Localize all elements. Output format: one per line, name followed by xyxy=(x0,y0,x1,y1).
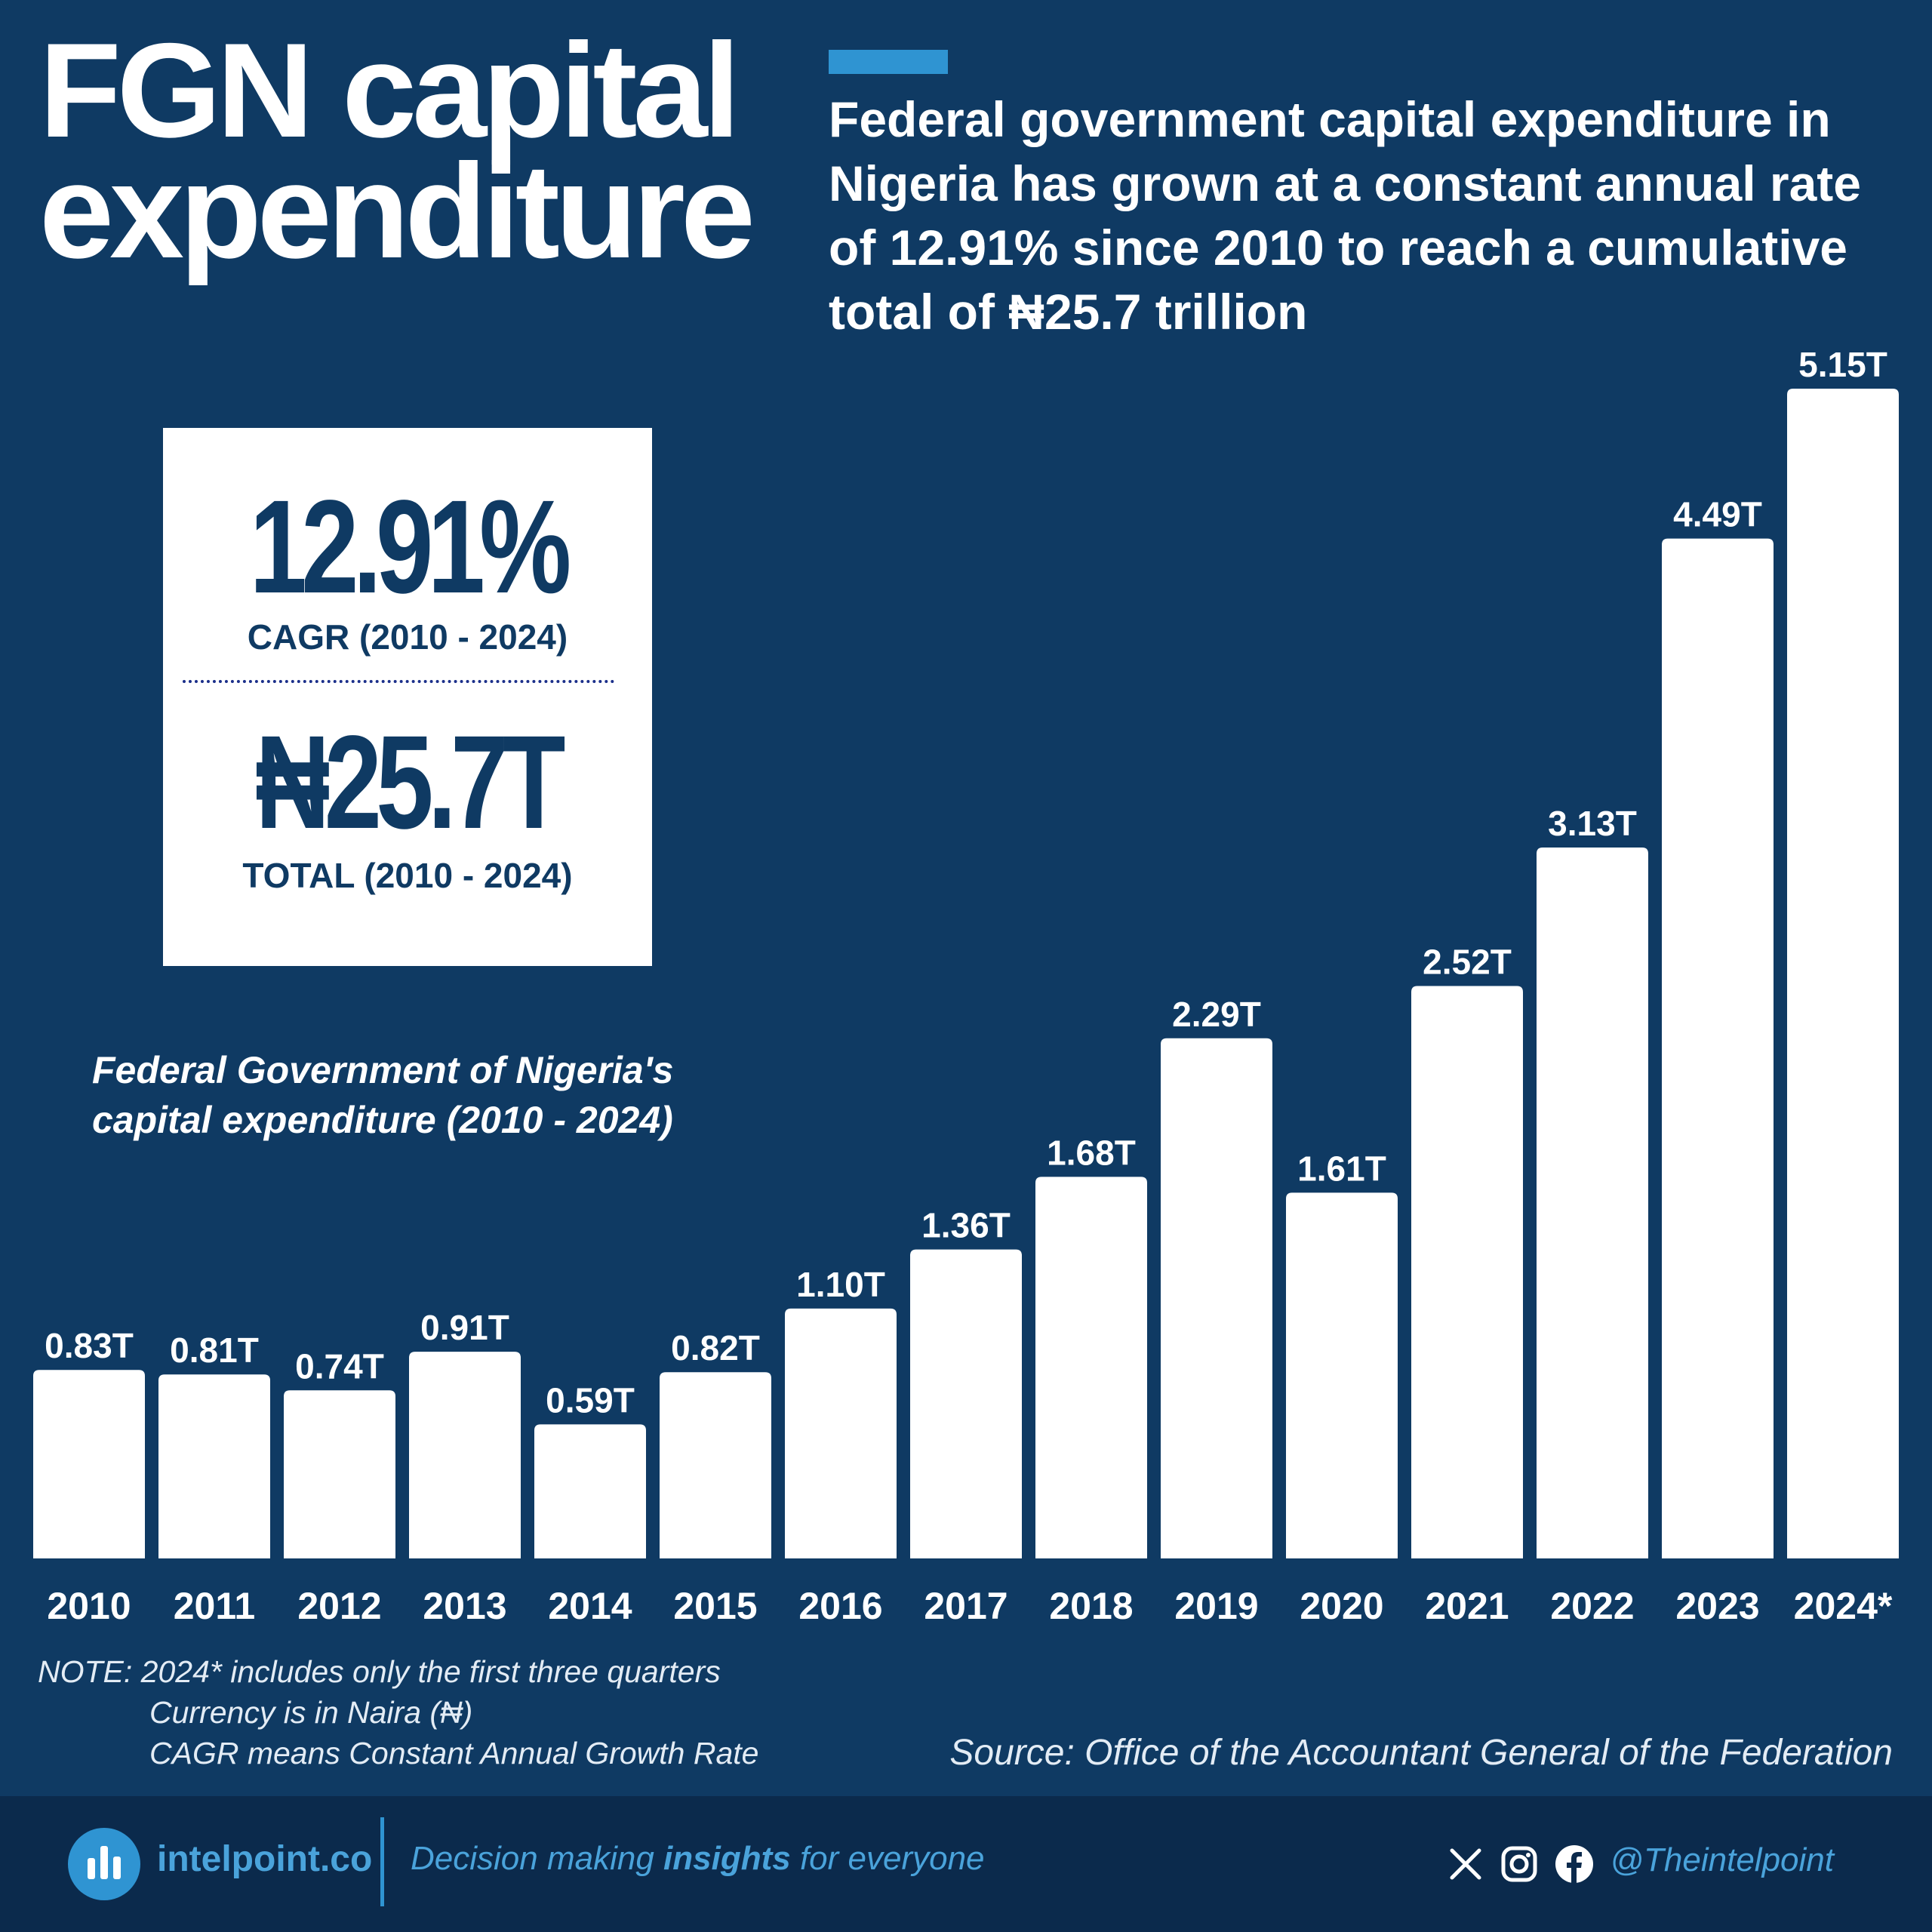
x-tick-label-2021: 2021 xyxy=(1425,1585,1509,1627)
x-tick-label-2022: 2022 xyxy=(1550,1585,1634,1627)
bar-2017 xyxy=(910,1249,1022,1558)
instagram-icon[interactable] xyxy=(1500,1845,1538,1883)
x-tick-label-2020: 2020 xyxy=(1300,1585,1383,1627)
x-tick-label-2016: 2016 xyxy=(798,1585,882,1627)
data-label-2015: 0.82T xyxy=(671,1328,760,1367)
note-line-1: NOTE: 2024* includes only the first thre… xyxy=(38,1654,721,1689)
x-tick-label-2024*: 2024* xyxy=(1794,1585,1893,1627)
data-label-2022: 3.13T xyxy=(1548,804,1637,843)
note-line-3: CAGR means Constant Annual Growth Rate xyxy=(149,1736,759,1770)
x-tick-label-2011: 2011 xyxy=(174,1585,255,1627)
x-tick-label-2014: 2014 xyxy=(548,1585,632,1627)
footer-divider xyxy=(380,1817,384,1906)
x-tick-label-2017: 2017 xyxy=(924,1585,1008,1627)
x-tick-label-2019: 2019 xyxy=(1174,1585,1258,1627)
footer: intelpoint.co Decision making insights f… xyxy=(0,1796,1932,1932)
data-label-2011: 0.81T xyxy=(170,1331,259,1370)
x-tick-label-2018: 2018 xyxy=(1049,1585,1133,1627)
data-label-2023: 4.49T xyxy=(1673,495,1762,534)
bar-2024* xyxy=(1787,389,1899,1558)
data-label-2018: 1.68T xyxy=(1047,1133,1136,1172)
note-line-2: Currency is in Naira (₦) xyxy=(149,1695,473,1730)
data-label-2020: 1.61T xyxy=(1297,1149,1386,1188)
bar-2015 xyxy=(660,1372,771,1558)
brand-link[interactable]: intelpoint.co xyxy=(157,1839,373,1879)
data-label-2021: 2.52T xyxy=(1423,943,1512,982)
notes: NOTE: 2024* includes only the first thre… xyxy=(38,1651,758,1774)
data-label-2012: 0.74T xyxy=(295,1346,384,1386)
bar-chart: 0.83T 2010 0.81T 2011 0.74T 2012 0.91T 2013 0.59… xyxy=(33,345,1899,1627)
data-label-2017: 1.36T xyxy=(921,1206,1011,1245)
data-label-2010: 0.83T xyxy=(45,1326,134,1365)
logo-icon xyxy=(68,1828,140,1900)
x-icon[interactable] xyxy=(1447,1846,1484,1882)
social-icons xyxy=(1447,1826,1598,1902)
x-tick-label-2013: 2013 xyxy=(423,1585,506,1627)
bar-2023 xyxy=(1662,538,1774,1558)
data-label-2016: 1.10T xyxy=(796,1265,885,1304)
kpi-divider xyxy=(183,680,614,683)
tagline: Decision making insights for everyone xyxy=(411,1840,985,1878)
facebook-icon[interactable] xyxy=(1555,1844,1594,1884)
data-label-2024*: 5.15T xyxy=(1798,345,1887,384)
tagline-bold: insights xyxy=(663,1840,791,1877)
data-label-2014: 0.59T xyxy=(546,1380,635,1420)
x-tick-label-2012: 2012 xyxy=(297,1585,381,1627)
bar-2010 xyxy=(33,1370,145,1558)
bar-2019 xyxy=(1161,1038,1272,1558)
bar-2018 xyxy=(1035,1177,1147,1558)
chart-title: Federal Government of Nigeria's capital … xyxy=(92,1049,674,1141)
tagline-post: for everyone xyxy=(790,1840,985,1877)
bar-2020 xyxy=(1286,1192,1398,1558)
source-note: Source: Office of the Accountant General… xyxy=(949,1733,1893,1773)
x-tick-label-2015: 2015 xyxy=(673,1585,757,1627)
x-tick-label-2023: 2023 xyxy=(1675,1585,1759,1627)
bar-2022 xyxy=(1537,847,1648,1558)
bar-2016 xyxy=(785,1308,897,1558)
page-title: FGN capital expenditure xyxy=(39,15,755,286)
accent-bar xyxy=(829,50,948,74)
x-tick-label-2010: 2010 xyxy=(47,1585,131,1627)
data-label-2013: 0.91T xyxy=(420,1308,509,1347)
bar-2013 xyxy=(409,1352,521,1558)
social-handle[interactable]: @Theintelpoint xyxy=(1610,1841,1834,1878)
total-label: TOTAL (2010 - 2024) xyxy=(242,856,573,895)
total-value: ₦25.7T xyxy=(255,709,565,857)
kpi-box: 12.91% CAGR (2010 - 2024) ₦25.7T TOTAL (… xyxy=(163,428,652,966)
bar-2011 xyxy=(158,1374,270,1558)
cagr-value: 12.91% xyxy=(249,473,572,621)
data-label-2019: 2.29T xyxy=(1172,995,1261,1034)
bar-2012 xyxy=(284,1390,395,1558)
tagline-pre: Decision making xyxy=(411,1840,664,1877)
headline: Federal government capital expenditure i… xyxy=(829,91,1861,340)
cagr-label: CAGR (2010 - 2024) xyxy=(247,617,568,657)
bar-2021 xyxy=(1411,986,1523,1558)
bar-2014 xyxy=(534,1424,646,1558)
